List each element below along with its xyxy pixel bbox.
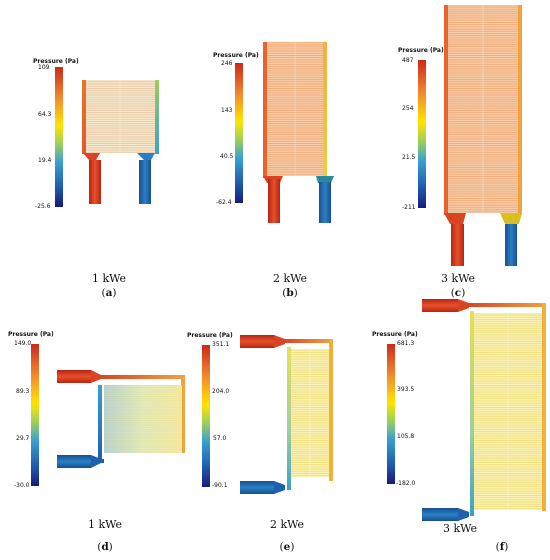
tick-c-2: 254	[402, 105, 414, 112]
caption-c: 3 kWe	[440, 272, 476, 285]
letter-a: (a)	[101, 287, 117, 299]
tick-e-4: -90.1	[212, 482, 228, 489]
tick-f-4: -182.0	[396, 480, 416, 487]
geometry-c	[444, 5, 522, 266]
tick-b-4: -62.4	[216, 199, 232, 206]
legend-title-a: Pressure (Pa)	[33, 58, 79, 65]
geometry-d	[57, 370, 185, 468]
tick-d-2: 89.3	[16, 388, 30, 395]
tick-a-2: 64.3	[38, 111, 52, 118]
colorbar-c	[418, 60, 426, 208]
tick-c-3: 21.5	[402, 154, 416, 161]
geometry-f	[422, 299, 546, 521]
tick-b-3: 40.5	[220, 153, 234, 160]
letter-b: (b)	[282, 287, 298, 299]
letter-d: (d)	[97, 541, 113, 553]
tick-f-1: 681.3	[397, 340, 415, 347]
legend-title-e: Pressure (Pa)	[187, 332, 233, 339]
legend-title-d: Pressure (Pa)	[8, 331, 54, 338]
caption-f: 3 kWe	[442, 522, 478, 535]
colorbar-d	[31, 344, 39, 486]
colorbar-b	[235, 63, 243, 203]
geometry-b	[263, 42, 334, 223]
legend-title-c: Pressure (Pa)	[398, 47, 444, 54]
tick-e-2: 204.0	[212, 388, 230, 395]
caption-b: 2 kWe	[272, 272, 308, 285]
tick-f-3: 105.8	[397, 433, 415, 440]
tick-c-1: 487	[402, 57, 414, 64]
tick-d-3: 29.7	[16, 435, 30, 442]
geometry-a	[82, 80, 159, 204]
caption-d: 1 kWe	[87, 518, 123, 531]
legend-title-f: Pressure (Pa)	[372, 331, 418, 338]
letter-f: (f)	[495, 541, 509, 553]
tick-f-2: 393.5	[397, 386, 415, 393]
tick-a-3: 19.4	[38, 157, 52, 164]
legend-title-b: Pressure (Pa)	[213, 52, 259, 59]
caption-e: 2 kWe	[269, 518, 305, 531]
caption-a: 1 kWe	[91, 272, 127, 285]
tick-e-3: 57.0	[213, 435, 227, 442]
tick-b-1: 246	[221, 60, 233, 67]
colorbar-f	[387, 344, 395, 484]
geometry-e	[240, 335, 333, 494]
letter-e: (e)	[279, 541, 295, 553]
tick-c-4: -211	[402, 204, 416, 211]
colorbar-a	[55, 67, 63, 207]
letter-c: (c)	[450, 287, 466, 299]
tick-b-2: 143	[221, 107, 233, 114]
tick-d-1: 149.0	[14, 340, 32, 347]
colorbar-e	[202, 345, 210, 487]
tick-e-1: 351.1	[212, 341, 230, 348]
tick-a-1: 109	[38, 64, 50, 71]
tick-a-4: -25.6	[35, 203, 51, 210]
tick-d-4: -30.0	[14, 482, 30, 489]
